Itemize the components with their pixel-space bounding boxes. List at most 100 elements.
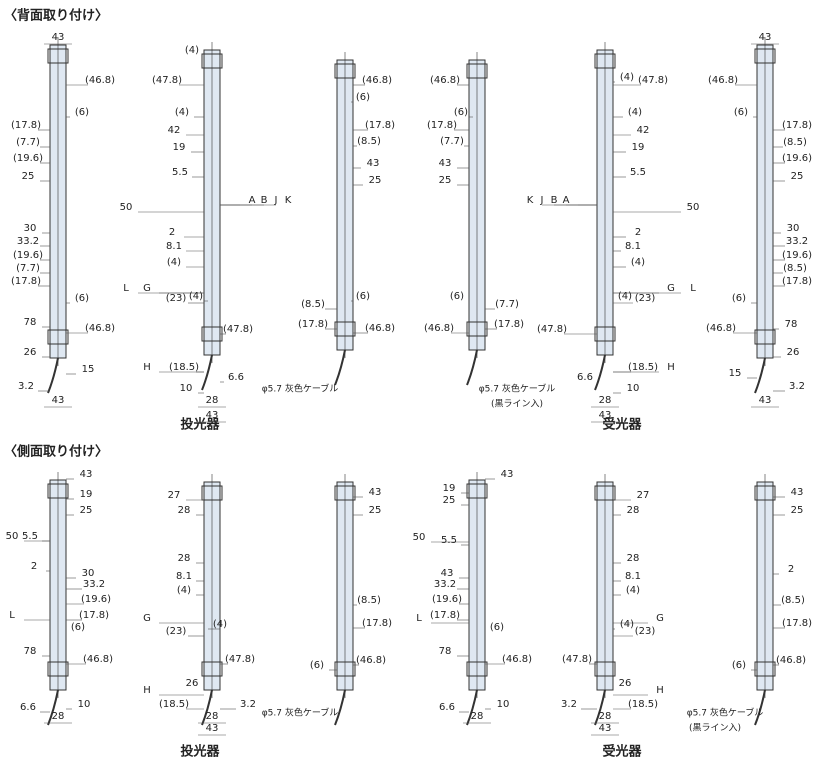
dimension-label: 33.2 (83, 579, 105, 590)
dimension-label: 5.5 (172, 167, 188, 178)
cable (754, 689, 766, 726)
dimension-label: L (690, 283, 696, 294)
dimension-label: (6) (356, 92, 370, 103)
dimension-label: 43 (206, 410, 219, 421)
cable (754, 357, 766, 394)
dimension-label: 5.5 (441, 535, 457, 546)
bracket (466, 63, 488, 79)
dimension-label: (4) (189, 291, 203, 302)
dimension-label: (4) (620, 619, 634, 630)
dimension-label: (23) (635, 293, 656, 304)
dimension-label: 27 (168, 490, 181, 501)
dimension-label: 30 (787, 223, 800, 234)
dimension-label: (6) (310, 660, 324, 671)
dimension-label: 43 (367, 158, 380, 169)
bracket (47, 483, 69, 499)
dimension-label: 25 (439, 175, 452, 186)
dimension-label: 50 (120, 202, 133, 213)
dimension-label: A (563, 195, 570, 206)
dimension-label: 5.5 (630, 167, 646, 178)
dimension-label: (6) (734, 107, 748, 118)
dimension-label: K (527, 195, 534, 206)
dimension-label: 8.1 (166, 241, 182, 252)
dimension-label: (46.8) (362, 75, 392, 86)
dimension-label: 78 (439, 646, 452, 657)
cable-caption: (黒ライン入) (491, 399, 543, 410)
cable (334, 349, 346, 386)
dimension-label: (46.8) (430, 75, 460, 86)
dimension-label: (6) (356, 291, 370, 302)
dimension-label: (46.8) (502, 654, 532, 665)
dimension-label: 10 (627, 383, 640, 394)
dimension-label: 30 (82, 568, 95, 579)
dimension-label: 28 (627, 505, 640, 516)
dimension-label: 28 (471, 711, 484, 722)
cable-caption: φ5.7 灰色ケーブル (262, 383, 339, 395)
dimension-label: 5.5 (22, 531, 38, 542)
dimension-label: 26 (619, 678, 632, 689)
bracket (754, 48, 776, 64)
bracket (754, 661, 776, 677)
dimension-label: (46.8) (85, 75, 115, 86)
dimension-label: (6) (450, 291, 464, 302)
dimension-label: (23) (166, 626, 187, 637)
dimension-label: 26 (24, 347, 37, 358)
dimension-label: 6.6 (439, 702, 455, 713)
dimension-label: 28 (52, 711, 65, 722)
dimension-label: H (667, 362, 675, 373)
dimension-label: 6.6 (577, 372, 593, 383)
dimension-label: (17.8) (362, 618, 392, 629)
dimension-label: (4) (175, 107, 189, 118)
dimension-label: (7.7) (16, 137, 40, 148)
dimension-label: 43 (599, 410, 612, 421)
dimension-label: 28 (627, 553, 640, 564)
dimension-label: 43 (791, 487, 804, 498)
dimension-label: (47.8) (225, 654, 255, 665)
dimension-label: (17.8) (79, 610, 109, 621)
dimension-label: (46.8) (356, 655, 386, 666)
dimension-label: (46.8) (85, 323, 115, 334)
emitter-caption: 投光器 (180, 744, 220, 760)
cable (47, 689, 59, 726)
dimension-label: (23) (166, 293, 187, 304)
bracket (47, 661, 69, 677)
dimension-label: 19 (80, 489, 93, 500)
dimension-label: 30 (24, 223, 37, 234)
bracket (334, 485, 356, 501)
dimension-label: (46.8) (424, 323, 454, 334)
dimension-label: (18.5) (628, 362, 658, 373)
dimension-label: 78 (24, 646, 37, 657)
dimension-label: 28 (599, 395, 612, 406)
dimension-label: (17.8) (11, 276, 41, 287)
dimension-label: 33.2 (17, 236, 39, 247)
dimension-label: (46.8) (708, 75, 738, 86)
dimension-label: (6) (732, 660, 746, 671)
dimension-label: J (274, 195, 278, 206)
dimension-label: 19 (443, 483, 456, 494)
dimension-label: 28 (206, 395, 219, 406)
dimension-label: 42 (168, 125, 181, 136)
dimension-label: 33.2 (434, 579, 456, 590)
dimension-label: (19.6) (432, 594, 462, 605)
dimension-label: B (551, 195, 558, 206)
dimension-label: K (285, 195, 292, 206)
dimension-label: (19.6) (13, 153, 43, 164)
dimension-label: 43 (52, 32, 65, 43)
dimension-label: (7.7) (495, 299, 519, 310)
bracket (201, 485, 223, 501)
bracket (47, 329, 69, 345)
dimension-label: (6) (490, 622, 504, 633)
emitter-caption: 投光器 (180, 417, 220, 433)
dimension-label: (17.8) (782, 618, 812, 629)
dimension-label: G (143, 283, 151, 294)
dimension-label: (8.5) (781, 595, 805, 606)
dimension-label: 25 (22, 171, 35, 182)
dimension-label: 8.1 (625, 241, 641, 252)
dimension-label: 25 (80, 505, 93, 516)
bracket (466, 661, 488, 677)
cable (201, 689, 213, 726)
dimension-label: (47.8) (152, 75, 182, 86)
dimension-label: H (143, 685, 151, 696)
cable (334, 689, 346, 726)
dimension-label: (4) (185, 45, 199, 56)
